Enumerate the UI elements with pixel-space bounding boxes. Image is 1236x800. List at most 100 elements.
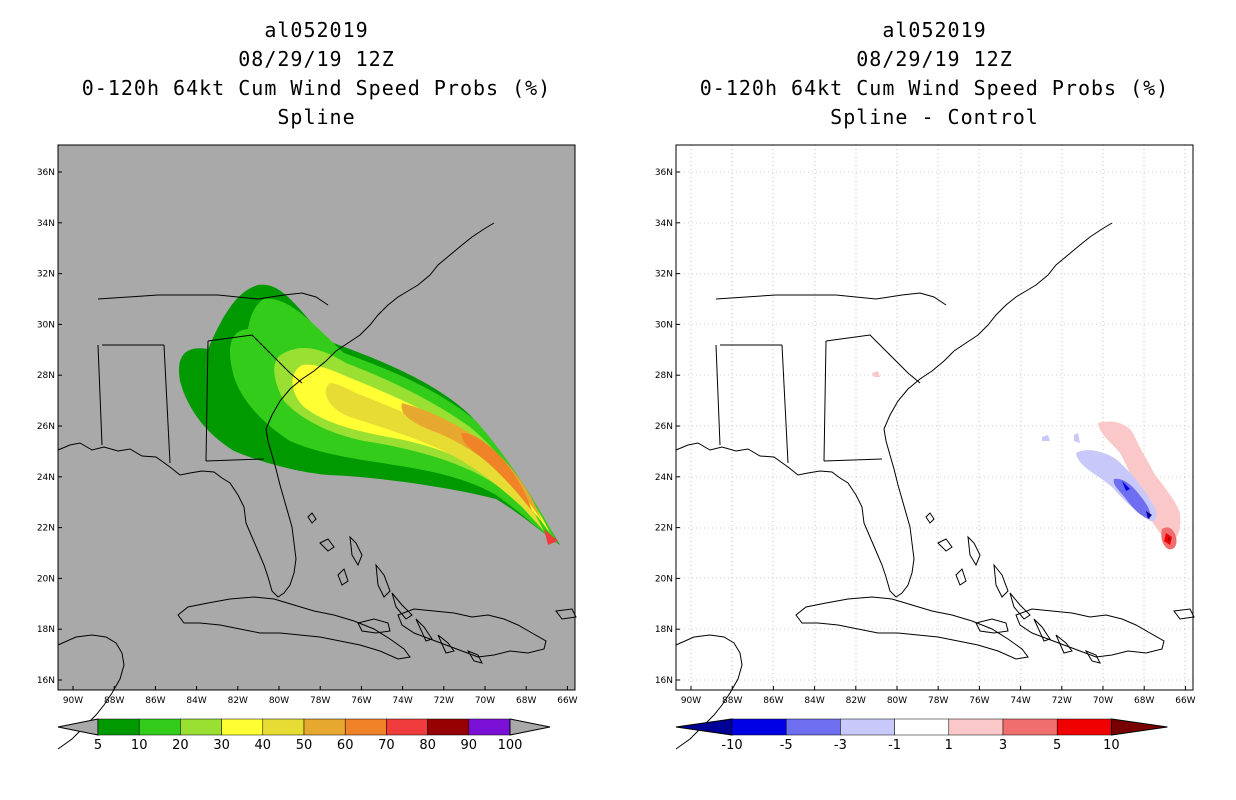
right-colorbar-label: -10 [721, 738, 742, 753]
right-lat-label: 26N [655, 422, 673, 432]
right-lon-label: 86W [763, 696, 783, 706]
left-colorbar-swatch [427, 718, 470, 736]
left-colorbar-swatch [344, 718, 387, 736]
left-colorbar-label: 10 [131, 738, 148, 753]
left-title: al052019 08/29/19 12Z 0-120h 64kt Cum Wi… [58, 16, 575, 132]
left-colorbar-label: 40 [255, 738, 272, 753]
left-colorbar-upper-arrow [509, 718, 551, 736]
left-lon-label: 66W [557, 696, 577, 706]
right-colorbar-label: 5 [1053, 738, 1061, 753]
left-colorbar-label: 100 [498, 738, 523, 753]
right-lat-label: 28N [655, 371, 673, 381]
left-colorbar-label: 20 [172, 738, 189, 753]
right-lat-label: 36N [655, 168, 673, 178]
right-title-line-4: Spline - Control [830, 105, 1039, 129]
left-title-line-2: 08/29/19 12Z [238, 47, 395, 71]
right-colorbar-label: 10 [1103, 738, 1120, 753]
right-colorbar-swatch [785, 718, 841, 736]
right-colorbar-label: -3 [834, 738, 847, 753]
right-title-line-3: 0-120h 64kt Cum Wind Speed Probs (%) [699, 76, 1170, 100]
right-colorbar-swatch [948, 718, 1004, 736]
left-lat-label: 30N [37, 320, 55, 330]
right-lat-label: 34N [655, 219, 673, 229]
left-colorbar-swatch [262, 718, 305, 736]
left-colorbar-swatch [180, 718, 222, 736]
right-lon-label: 80W [887, 696, 907, 706]
left-lon-label: 84W [186, 696, 206, 706]
left-lat-label: 22N [37, 524, 55, 534]
left-colorbar-swatch [386, 718, 428, 736]
right-lat-label: 22N [655, 524, 673, 534]
right-lon-label: 70W [1093, 696, 1113, 706]
right-colorbar-swatch [894, 718, 950, 736]
right-title: al052019 08/29/19 12Z 0-120h 64kt Cum Wi… [676, 16, 1193, 132]
left-lon-label: 86W [145, 696, 165, 706]
left-lon-label: 68W [516, 696, 536, 706]
right-colorbar-swatch [840, 718, 895, 736]
left-colorbar-label: 80 [419, 738, 436, 753]
left-colorbar: 5 10 20 30 40 50 60 70 80 90 100 [57, 718, 551, 753]
right-lon-label: 76W [969, 696, 989, 706]
right-colorbar-label: 1 [945, 738, 953, 753]
right-title-line-2: 08/29/19 12Z [856, 47, 1013, 71]
right-lon-label: 84W [804, 696, 824, 706]
left-lat-label: 32N [37, 270, 55, 280]
right-lon-label: 78W [928, 696, 948, 706]
right-map-grid [676, 145, 1193, 690]
left-lat-label: 18N [37, 625, 55, 635]
right-map-background [676, 145, 1193, 690]
left-colorbar-swatch [468, 718, 511, 736]
right-title-line-1: al052019 [882, 18, 987, 42]
left-lat-label: 20N [37, 574, 55, 584]
right-colorbar: -10 -5 -3 -1 1 3 5 10 [675, 718, 1168, 753]
left-lon-label: 78W [310, 696, 330, 706]
right-colorbar-swatch [1056, 718, 1112, 736]
right-lat-label: 20N [655, 574, 673, 584]
left-lon-label: 74W [392, 696, 412, 706]
left-lon-label: 80W [269, 696, 289, 706]
right-colorbar-label: -1 [888, 738, 901, 753]
left-lon-label: 72W [434, 696, 454, 706]
right-colorbar-lower-arrow [675, 718, 733, 736]
left-colorbar-label: 5 [94, 738, 102, 753]
left-colorbar-swatch [221, 718, 264, 736]
right-lat-label: 24N [655, 473, 673, 483]
left-lon-label: 76W [351, 696, 371, 706]
left-lat-label: 28N [37, 371, 55, 381]
right-colorbar-swatch [731, 718, 787, 736]
left-lat-label: 36N [37, 168, 55, 178]
left-colorbar-label: 90 [461, 738, 478, 753]
right-map [675, 144, 1195, 750]
right-colorbar-upper-arrow [1110, 718, 1168, 736]
right-lon-label: 66W [1175, 696, 1195, 706]
right-lon-label: 74W [1010, 696, 1030, 706]
left-lat-label: 34N [37, 219, 55, 229]
left-probability-contours [179, 284, 560, 545]
left-colorbar-label: 70 [378, 738, 395, 753]
right-lon-label: 88W [722, 696, 742, 706]
right-lon-label: 72W [1052, 696, 1072, 706]
left-lon-label: 90W [63, 696, 83, 706]
left-map [57, 144, 577, 750]
right-lon-label: 82W [846, 696, 866, 706]
right-colorbar-label: 3 [999, 738, 1007, 753]
right-difference-contours [872, 371, 1181, 550]
left-colorbar-swatch [97, 718, 140, 736]
left-lon-label: 70W [475, 696, 495, 706]
left-title-line-3: 0-120h 64kt Cum Wind Speed Probs (%) [81, 76, 552, 100]
left-colorbar-swatch [303, 718, 346, 736]
left-lon-label: 82W [228, 696, 248, 706]
left-colorbar-label: 30 [213, 738, 230, 753]
left-colorbar-swatch [138, 718, 181, 736]
left-lat-label: 24N [37, 473, 55, 483]
left-lon-label: 88W [104, 696, 124, 706]
left-lat-label: 26N [37, 422, 55, 432]
left-colorbar-label: 60 [337, 738, 354, 753]
left-title-line-4: Spline [277, 105, 356, 129]
right-lat-label: 18N [655, 625, 673, 635]
right-lat-label: 16N [655, 676, 673, 686]
right-colorbar-swatch [1002, 718, 1058, 736]
axis-labels: 36N 34N 32N 30N 28N 26N 24N 22N 20N 18N 16N 90W 88W 8… [37, 168, 1196, 706]
right-lon-label: 68W [1134, 696, 1154, 706]
left-title-line-1: al052019 [264, 18, 369, 42]
